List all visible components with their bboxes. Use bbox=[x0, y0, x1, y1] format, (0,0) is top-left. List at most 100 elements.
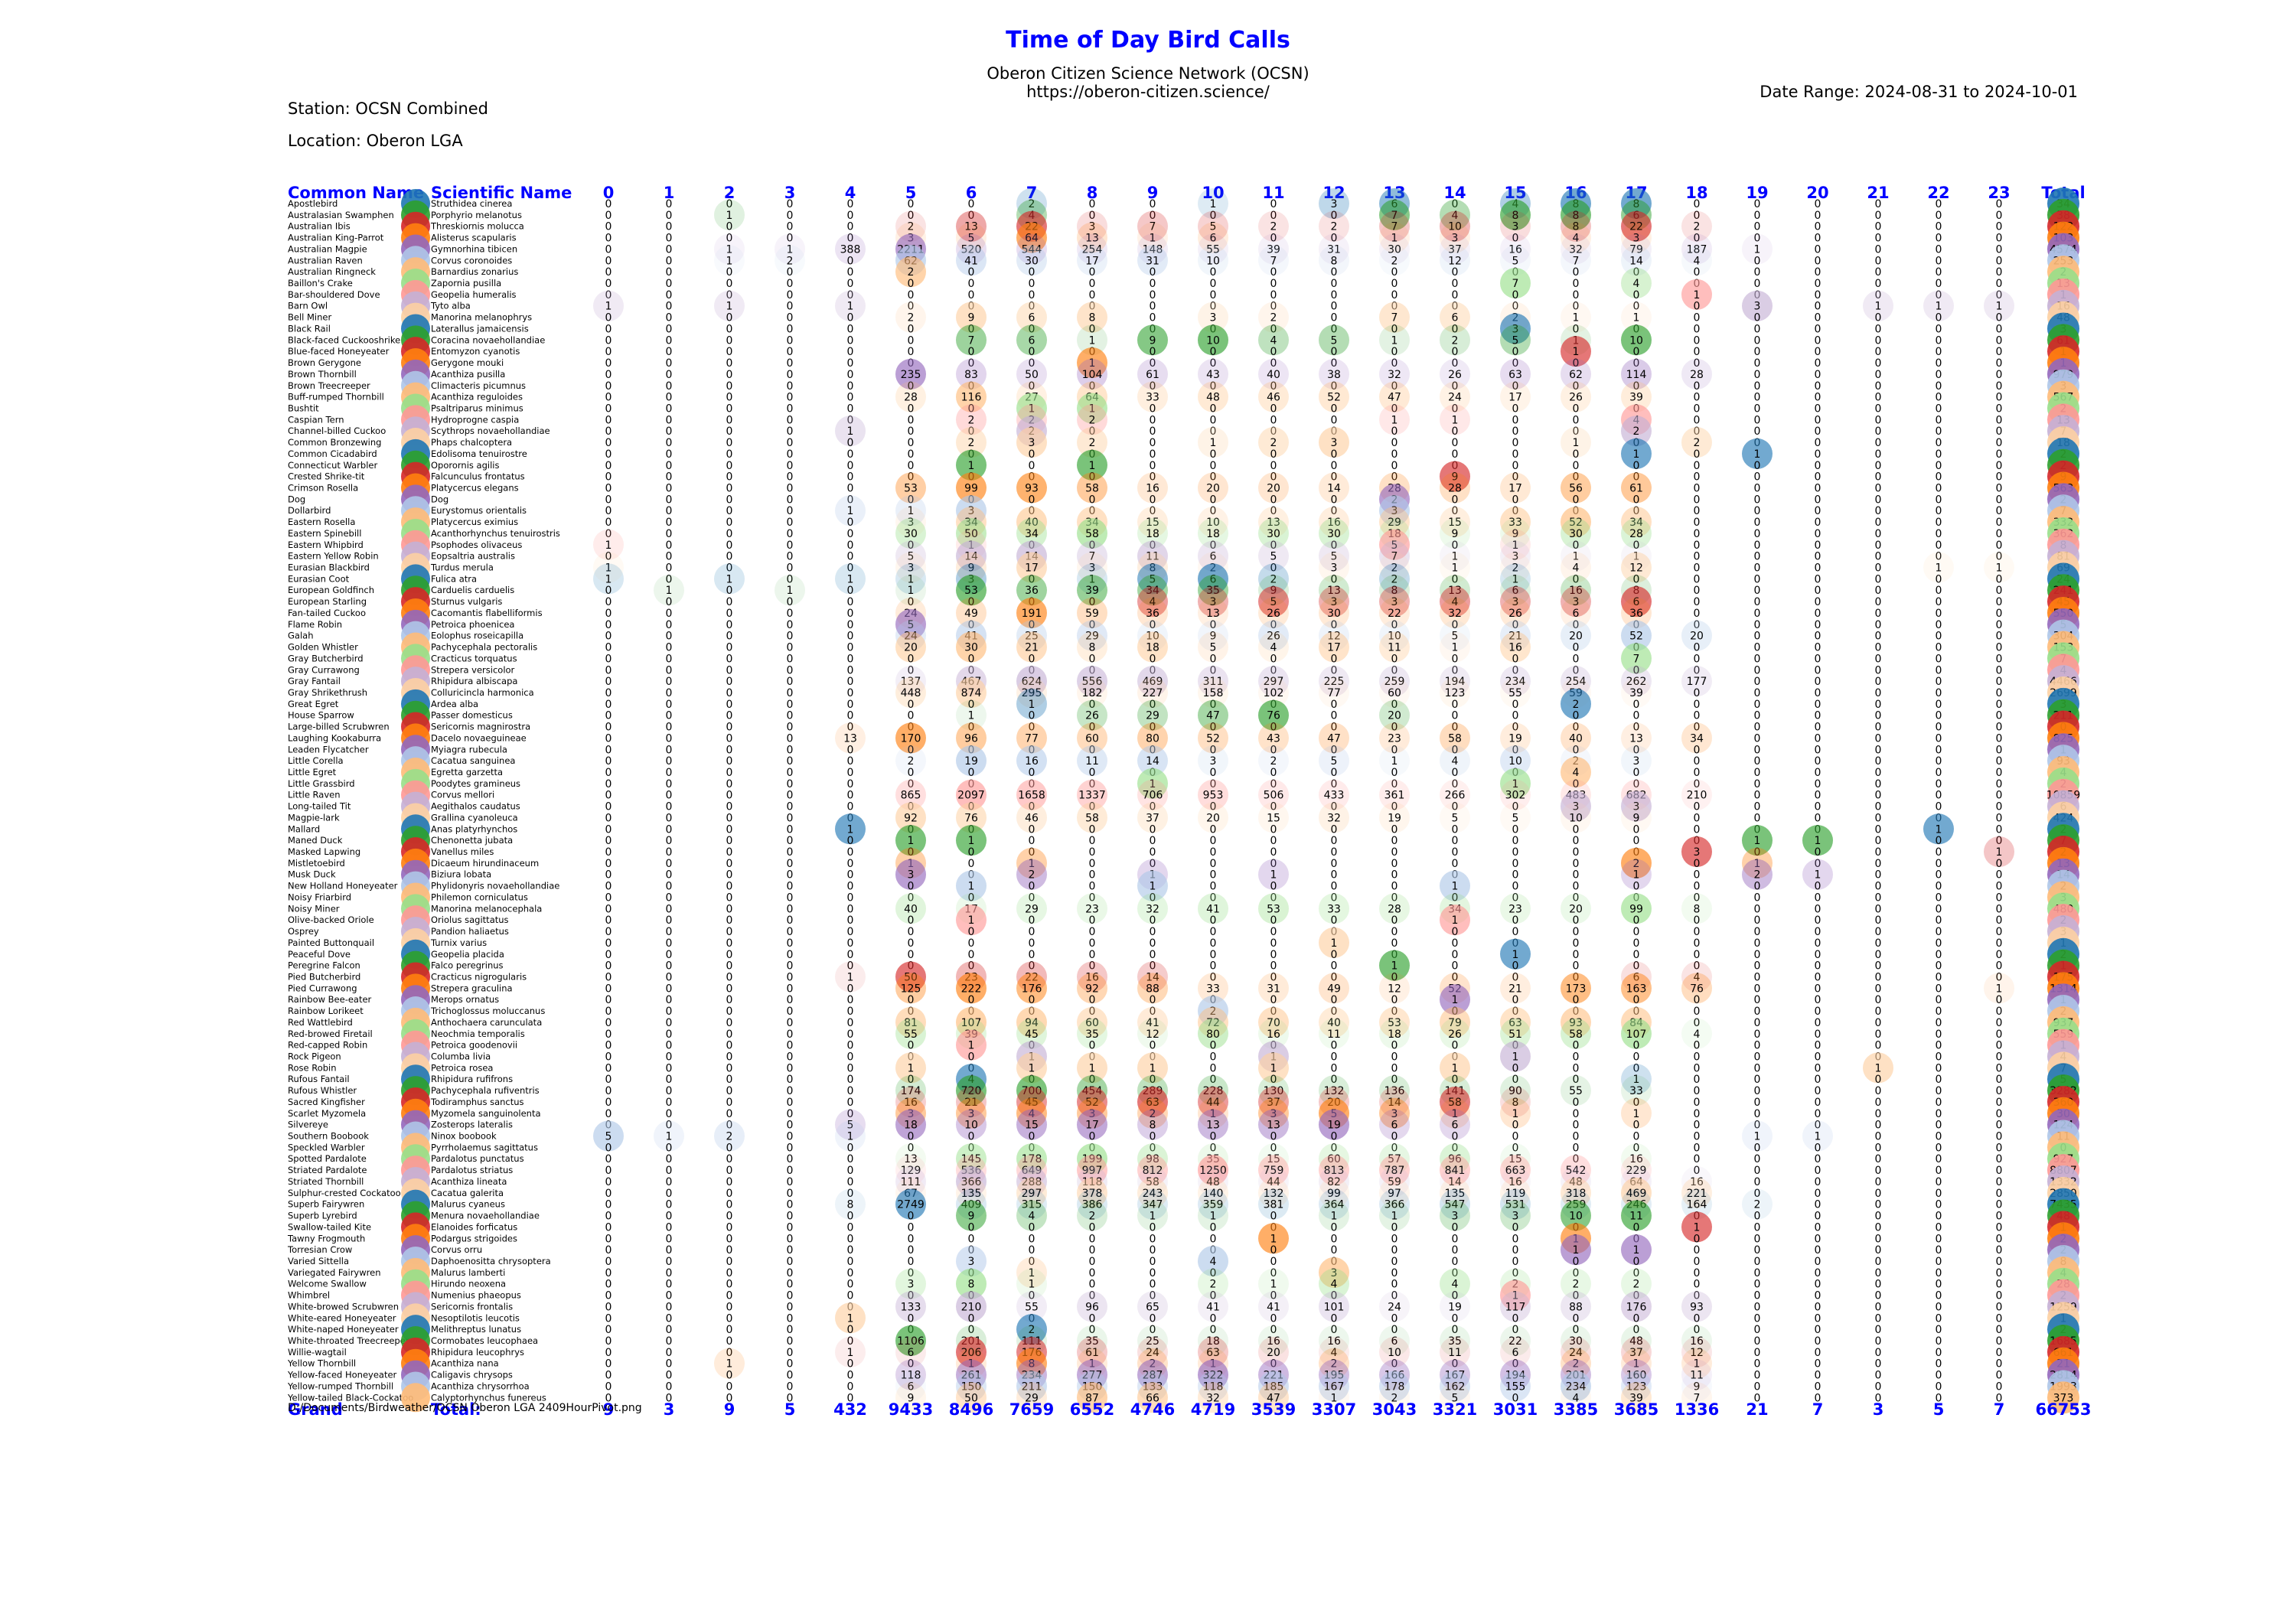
row-scientific-name: Eolophus roseicapilla bbox=[431, 631, 523, 641]
hour-count-label: 0 bbox=[1875, 266, 1882, 279]
hour-count-label: 0 bbox=[1452, 1233, 1459, 1245]
row-scientific-name: Colluricincla harmonica bbox=[431, 687, 534, 698]
hour-count-label: 0 bbox=[1150, 471, 1156, 484]
hour-count-label: 0 bbox=[605, 823, 612, 836]
hour-count-label: 0 bbox=[787, 858, 794, 870]
hour-count-label: 0 bbox=[1996, 357, 2003, 370]
hour-count-label: 64 bbox=[1025, 233, 1039, 245]
hour-count-label: 0 bbox=[1633, 881, 1640, 893]
hour-count-label: 0 bbox=[1815, 425, 1821, 438]
hour-count-label: 0 bbox=[787, 596, 794, 608]
hour-count-label: 0 bbox=[847, 1074, 854, 1086]
row-common-name: Apostlebird bbox=[288, 198, 338, 209]
hour-count-label: 10 bbox=[1388, 1347, 1401, 1359]
hour-count-marker bbox=[1198, 381, 1228, 412]
hour-count-label: 0 bbox=[726, 312, 733, 324]
hour-count-label: 26 bbox=[1508, 608, 1522, 620]
hour-count-label: 1 bbox=[1633, 869, 1640, 882]
hour-count-label: 0 bbox=[605, 1017, 612, 1029]
hour-count-label: 0 bbox=[1331, 653, 1338, 665]
hour-count-label: 1 bbox=[968, 460, 975, 472]
hour-count-label: 0 bbox=[908, 914, 915, 927]
hour-count-label: 0 bbox=[605, 676, 612, 688]
hour-count-label: 0 bbox=[1331, 460, 1338, 472]
hour-count-label: 5 bbox=[968, 233, 975, 245]
hour-count-label: 0 bbox=[1694, 392, 1701, 404]
hour-count-label: 0 bbox=[787, 1188, 794, 1200]
hour-count-label: 0 bbox=[1573, 823, 1580, 836]
hour-count-label: 433 bbox=[1324, 790, 1345, 802]
hour-count-label: 0 bbox=[605, 1370, 612, 1382]
row-scientific-name: Struthidea cinerea bbox=[431, 198, 512, 209]
hour-count-label: 11 bbox=[1327, 1028, 1341, 1041]
hour-count-label: 0 bbox=[1150, 1256, 1156, 1268]
hour-count-marker bbox=[1198, 472, 1228, 504]
hour-count-label: 0 bbox=[1089, 425, 1096, 438]
hour-count-label: 0 bbox=[726, 1267, 733, 1279]
hour-count-label: 125 bbox=[901, 983, 921, 995]
hour-count-marker bbox=[1681, 358, 1712, 390]
row-common-name: Barn Owl bbox=[288, 301, 328, 311]
hour-count-label: 0 bbox=[1270, 266, 1277, 279]
grand-total-hour: 3307 bbox=[1312, 1400, 1356, 1419]
hour-count-label: 0 bbox=[1936, 778, 1942, 790]
hour-count-label: 0 bbox=[605, 255, 612, 267]
hour-count-label: 0 bbox=[1270, 414, 1277, 426]
hour-count-label: 0 bbox=[1633, 994, 1640, 1006]
hour-count-label: 10 bbox=[964, 1120, 978, 1132]
hour-count-label: 0 bbox=[847, 881, 854, 893]
hour-count-label: 0 bbox=[1210, 346, 1217, 358]
hour-count-label: 0 bbox=[1936, 619, 1942, 631]
grand-total-hour: 1336 bbox=[1675, 1400, 1719, 1419]
hour-count-label: 0 bbox=[1754, 505, 1761, 517]
hour-count-label: 16 bbox=[1508, 243, 1522, 256]
hour-count-marker bbox=[1258, 324, 1289, 356]
hour-count-label: 13 bbox=[1267, 517, 1280, 529]
hour-count-label: 0 bbox=[726, 642, 733, 654]
hour-count-label: 0 bbox=[1754, 790, 1761, 802]
hour-count-label: 0 bbox=[666, 1347, 673, 1359]
hour-count-marker bbox=[1016, 188, 1047, 219]
hour-count-label: 1 bbox=[847, 971, 854, 983]
hour-count-label: 0 bbox=[1815, 983, 1821, 995]
hour-count-label: 191 bbox=[1022, 608, 1042, 620]
hour-count-label: 0 bbox=[1875, 414, 1882, 426]
hour-count-label: 1 bbox=[1875, 1062, 1882, 1074]
hour-count-label: 0 bbox=[1694, 380, 1701, 393]
hour-count-label: 0 bbox=[1936, 653, 1942, 665]
hour-count-label: 0 bbox=[1815, 653, 1821, 665]
row-common-name: Gray Currawong bbox=[288, 664, 360, 675]
hour-count-label: 1 bbox=[908, 1062, 915, 1074]
hour-count-label: 0 bbox=[1089, 835, 1096, 847]
hour-count-label: 0 bbox=[1815, 551, 1821, 563]
hour-count-label: 0 bbox=[787, 801, 794, 813]
row-scientific-name: Dacelo novaeguineae bbox=[431, 732, 527, 743]
hour-count-label: 0 bbox=[1996, 1120, 2003, 1132]
hour-count-label: 0 bbox=[726, 608, 733, 620]
hour-count-label: 1 bbox=[1270, 1062, 1277, 1074]
row-scientific-name: Coracina novaehollandiae bbox=[431, 334, 545, 345]
hour-count-label: 35 bbox=[1085, 1028, 1099, 1041]
row-common-name: Eurasian Blackbird bbox=[288, 562, 370, 573]
hour-count-label: 33 bbox=[1146, 392, 1159, 404]
hour-count-label: 13 bbox=[843, 732, 857, 745]
hour-count-label: 3 bbox=[1512, 1211, 1519, 1223]
hour-count-label: 10 bbox=[1206, 517, 1220, 529]
hour-count-label: 0 bbox=[1512, 835, 1519, 847]
hour-count-label: 0 bbox=[1815, 892, 1821, 904]
hour-count-label: 0 bbox=[968, 994, 975, 1006]
hour-count-label: 0 bbox=[1331, 1051, 1338, 1064]
hour-count-label: 0 bbox=[1936, 1074, 1942, 1086]
hour-count-label: 88 bbox=[1146, 983, 1159, 995]
hour-count-label: 0 bbox=[605, 642, 612, 654]
hour-count-label: 0 bbox=[1875, 653, 1882, 665]
hour-count-label: 1 bbox=[968, 881, 975, 893]
hour-count-label: 5 bbox=[1512, 255, 1519, 267]
hour-count-label: 0 bbox=[1754, 778, 1761, 790]
hour-count-label: 0 bbox=[1270, 823, 1277, 836]
hour-count-label: 0 bbox=[1936, 448, 1942, 461]
hour-count-label: 0 bbox=[1875, 437, 1882, 449]
hour-count-label: 4 bbox=[1573, 562, 1580, 575]
hour-count-label: 0 bbox=[1270, 471, 1277, 484]
row-common-name: Yellow Thornbill bbox=[287, 1358, 356, 1369]
